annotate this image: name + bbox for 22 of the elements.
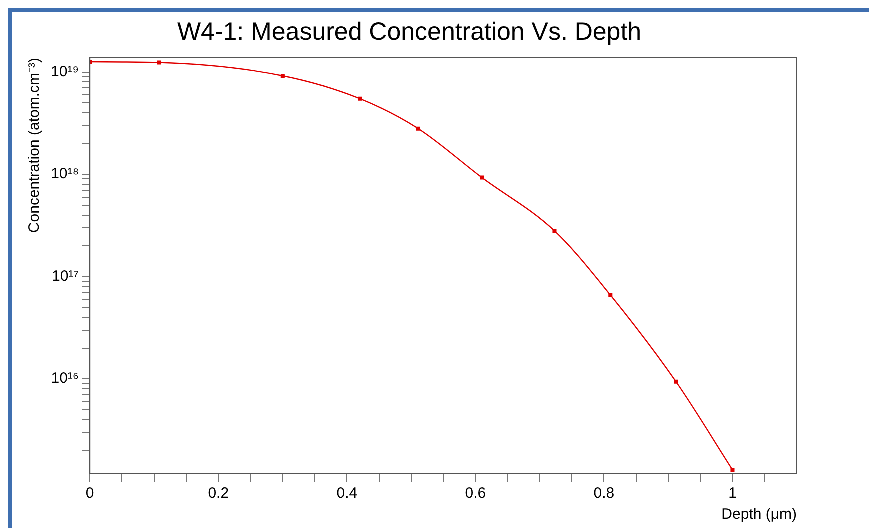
chart-title: W4-1: Measured Concentration Vs. Depth: [177, 18, 642, 46]
point: [358, 96, 362, 101]
point: [416, 126, 421, 131]
point: [157, 60, 162, 65]
point: [674, 380, 678, 384]
point: [730, 468, 735, 472]
x-axis-title: Depth (μm): [722, 506, 797, 524]
x-tick-label: 0.6: [465, 485, 486, 502]
x-tick-label: 0: [86, 485, 94, 502]
y-tick-label: 10¹⁹: [50, 63, 80, 80]
x-tick-label: 0.4: [336, 485, 358, 502]
x-tick-label: 1: [728, 485, 737, 502]
y-tick-label: 10¹⁷: [52, 268, 80, 285]
point: [480, 176, 484, 180]
x-tick-label: 0.2: [208, 485, 230, 502]
point: [280, 74, 285, 78]
y-tick-label: 10¹⁶: [51, 370, 80, 388]
y-axis-title: Concentration (atom.cm⁻³): [26, 58, 44, 234]
point: [552, 229, 557, 234]
y-tick-label: 10¹⁸: [51, 166, 80, 183]
x-tick-label: 0.8: [594, 485, 615, 502]
point: [608, 293, 613, 298]
